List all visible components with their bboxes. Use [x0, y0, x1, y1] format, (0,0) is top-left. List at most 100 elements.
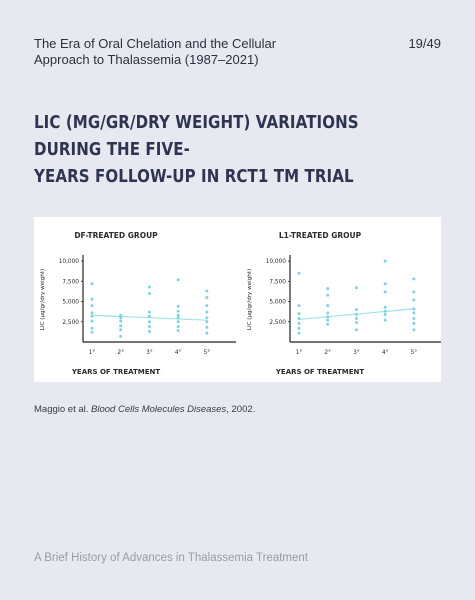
- chart-2-data-point: [354, 321, 358, 325]
- chart-1-title: DF-TREATED GROUP: [74, 231, 158, 240]
- chart-2-data-point: [412, 328, 416, 332]
- chart-2-data-point: [412, 321, 416, 325]
- citation-authors: Maggio et al.: [34, 404, 89, 415]
- chart-2-x-tick-label: 2°: [324, 350, 331, 356]
- chart-2-data-point: [412, 298, 416, 302]
- chart-2-data-point: [383, 309, 387, 313]
- chart-1-x-tick-label: 3°: [146, 350, 153, 356]
- chart-2-data-point: [354, 308, 358, 312]
- chart-2-data-point: [354, 286, 358, 290]
- chart-2-title: L1-TREATED GROUP: [279, 231, 362, 240]
- chart-1-data-point: [147, 314, 151, 318]
- chart-1-data-point: [205, 304, 209, 308]
- chart-1-data-point: [205, 320, 209, 324]
- chart-1-data-point: [147, 291, 151, 295]
- chart-1-data-point: [90, 319, 94, 323]
- chart-2-data-point: [326, 322, 330, 326]
- chart-1-data-point: [147, 325, 151, 329]
- slide-heading-line-1: LIC (µg/gr/dry weight) variations during…: [34, 113, 359, 160]
- chart-2-data-point: [383, 290, 387, 294]
- chart-1-trend-line: [91, 314, 207, 321]
- chart-1-data-point: [90, 326, 94, 330]
- chart-2-data-point: [326, 311, 330, 315]
- citation: Maggio et al. Blood Cells Molecules Dise…: [34, 404, 255, 415]
- chart-1-y-tick-label: 5,000: [62, 300, 79, 306]
- chart-1-data-point: [90, 297, 94, 301]
- chart-1-x-tick-label: 5°: [204, 350, 211, 356]
- chart-2-data-point: [326, 315, 330, 319]
- chart-1-data-point: [119, 316, 123, 320]
- chart-2-data-point: [297, 304, 301, 308]
- chart-2-y-tick-label: 7,500: [269, 279, 286, 285]
- chart-2-data-point: [383, 305, 387, 309]
- chart-1-y-label: LIC (µg/gr/dry weight): [40, 269, 46, 330]
- chart-1-data-point: [176, 325, 180, 329]
- chart-2-data-point: [383, 282, 387, 286]
- page-number: 19/49: [408, 36, 441, 51]
- chart-2-data-point: [412, 277, 416, 281]
- chart-2-data-point: [383, 312, 387, 316]
- chart-2-data-point: [297, 331, 301, 335]
- chart-2-data-point: [383, 318, 387, 322]
- chart-1-data-point: [119, 334, 123, 338]
- chart-2-x-tick-label: 1°: [296, 350, 303, 356]
- figure-panel: DF-TREATED GROUP 2,500 5,000 7,500 10,000 1° 2…: [34, 217, 441, 382]
- chart-1-data-point: [205, 296, 209, 299]
- chart-2-y-tick-label: 5,000: [269, 300, 286, 306]
- chart-1-data-point: [205, 325, 209, 329]
- chart-1-data-point: [205, 331, 209, 335]
- chart-1-data-point: [176, 309, 180, 313]
- chart-2-data-point: [383, 259, 387, 263]
- chart-1-x-tick-label: 2°: [117, 350, 124, 356]
- chart-1-data-point: [176, 278, 180, 282]
- chart-2-y-tick-label: 2,500: [269, 320, 286, 326]
- chart-1-data-point: [147, 310, 151, 314]
- chart-2-data-point: [354, 312, 358, 316]
- chart-2-data-point: [412, 307, 416, 311]
- citation-year: , 2002.: [226, 404, 256, 415]
- chart-2-data-point: [297, 321, 301, 325]
- chart-2-data-point: [297, 271, 301, 275]
- chart-2-data-point: [354, 328, 358, 332]
- chart-2-data-point: [354, 317, 358, 321]
- chart-1-data-point: [90, 330, 94, 334]
- chart-2-data-point: [326, 293, 330, 297]
- chart-1-x-tick-label: 4°: [175, 350, 182, 356]
- chart-1-data-point: [176, 320, 180, 324]
- chart-1-data-point: [176, 316, 180, 320]
- chart-2-x-tick-label: 3°: [353, 350, 360, 356]
- slide-heading-line-2: years follow-up in RCT1 TM trial: [34, 167, 354, 187]
- chart-2-data-point: [412, 317, 416, 321]
- chart-1-data-point: [90, 311, 94, 315]
- chart-1-data-point: [176, 304, 180, 308]
- chart-1-data-point: [176, 313, 180, 317]
- slide-heading: LIC (µg/gr/dry weight) variations during…: [34, 110, 387, 191]
- chart-2-x-tick-label: 5°: [411, 350, 418, 356]
- chart-1-data-point: [205, 310, 209, 314]
- chart-2-y-label: LIC (µg/gr/dry weight): [247, 269, 253, 330]
- chart-1-data-point: [205, 316, 209, 320]
- chart-1-data-point: [90, 282, 94, 286]
- chart-2-data-point: [326, 318, 330, 322]
- chart-1-x-label: YEARS OF TREATMENT: [71, 368, 161, 376]
- chart-1-y-tick-label: 10,000: [59, 259, 80, 265]
- chart-2-data-point: [326, 304, 330, 308]
- chart-1-data-point: [90, 314, 94, 318]
- chart-2-data-point: [412, 290, 416, 294]
- chart-2-data-point: [297, 317, 301, 321]
- chart-1-data-point: [119, 313, 123, 317]
- chart-1-y-tick-label: 2,500: [62, 320, 79, 326]
- chart-1-data-point: [176, 329, 180, 333]
- footer-text: A Brief History of Advances in Thalassem…: [34, 552, 308, 564]
- chart-1-data-point: [90, 304, 94, 308]
- chart-2-data-point: [297, 312, 301, 316]
- chart-1-x-tick-label: 1°: [89, 350, 96, 356]
- presentation-title: The Era of Oral Chelation and the Cellul…: [34, 36, 354, 68]
- chart-1-data-point: [147, 285, 151, 289]
- chart-1-data-point: [119, 319, 123, 323]
- chart-1-y-tick-label: 7,500: [62, 279, 79, 285]
- presentation-title-line-1: The Era of Oral Chelation and the Cellul…: [34, 36, 277, 51]
- chart-1-data-point: [147, 320, 151, 324]
- chart-1-data-point: [147, 329, 151, 333]
- chart-2-y-tick-label: 10,000: [266, 259, 287, 265]
